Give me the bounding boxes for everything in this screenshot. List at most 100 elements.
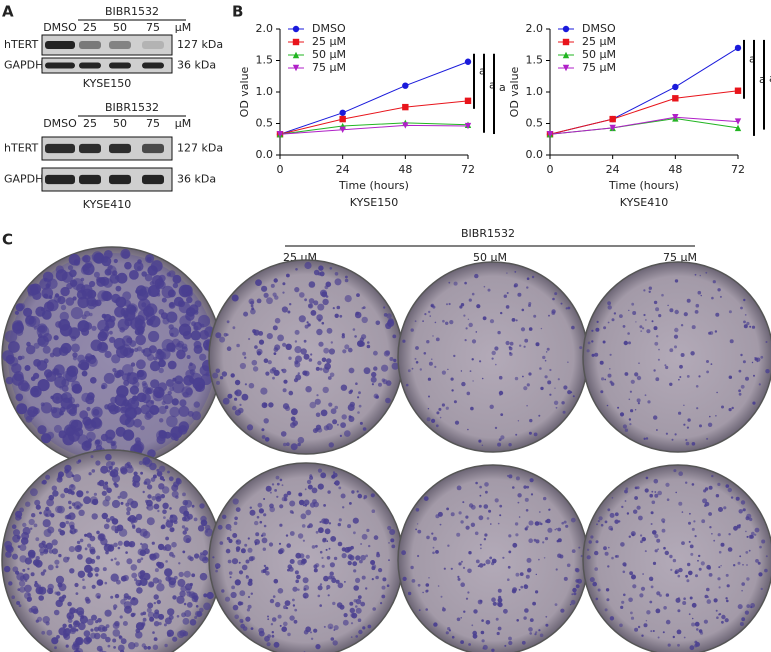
colony: [144, 273, 153, 282]
colony: [277, 614, 282, 619]
colony: [441, 370, 446, 375]
colony: [326, 584, 331, 590]
colony: [589, 577, 595, 583]
colony: [203, 593, 208, 598]
legend-label: 25 μM: [582, 35, 616, 48]
colony: [545, 615, 548, 618]
colony: [265, 485, 272, 492]
colony: [331, 475, 335, 479]
colony: [517, 493, 522, 498]
colony: [566, 563, 571, 568]
colony: [491, 562, 495, 566]
colony: [614, 555, 618, 558]
colony: [224, 596, 231, 602]
colony: [628, 535, 631, 538]
colony: [323, 575, 329, 582]
colony: [271, 483, 275, 486]
band: [109, 174, 131, 185]
colony: [296, 574, 301, 580]
colony: [530, 493, 534, 496]
colony: [691, 442, 696, 446]
colony: [519, 344, 522, 347]
colony: [219, 336, 226, 343]
colony: [468, 322, 473, 328]
colony: [302, 539, 305, 542]
colony: [434, 365, 437, 368]
colony: [289, 531, 295, 536]
colony: [435, 424, 439, 428]
colony: [450, 567, 453, 570]
colony: [251, 307, 255, 311]
colony: [131, 516, 138, 524]
colony: [358, 629, 363, 635]
colony: [111, 499, 121, 509]
colony: [66, 282, 73, 290]
colony: [15, 514, 22, 521]
colony: [479, 494, 482, 497]
panel-label: B: [232, 3, 243, 21]
colony: [712, 280, 716, 284]
colony: [751, 361, 754, 364]
colony: [113, 258, 118, 264]
colony: [508, 636, 512, 641]
colony: [366, 344, 371, 349]
colony: [673, 469, 677, 473]
colony: [206, 591, 214, 600]
colony: [442, 319, 445, 323]
colony: [604, 608, 608, 612]
colony: [676, 629, 682, 635]
colony: [115, 285, 122, 292]
colony: [50, 406, 58, 414]
colony: [137, 309, 150, 321]
colony: [570, 599, 576, 605]
colony: [141, 381, 147, 386]
colony: [169, 507, 172, 510]
colony: [105, 624, 110, 628]
colony: [520, 327, 526, 332]
colony: [609, 380, 613, 384]
colony: [323, 347, 330, 354]
colony: [62, 370, 74, 381]
colony: [158, 622, 162, 626]
colony: [91, 325, 97, 331]
colony: [172, 381, 185, 394]
colony: [723, 506, 727, 510]
colony: [60, 286, 70, 297]
colony: [349, 502, 352, 505]
colony: [370, 493, 375, 498]
lane-label: 50: [113, 21, 127, 34]
colony: [60, 493, 65, 499]
band-label: hTERT: [4, 142, 38, 155]
marker: [276, 131, 284, 138]
colony: [435, 550, 439, 554]
colony: [471, 339, 477, 344]
colony: [741, 589, 743, 592]
colony: [254, 520, 259, 526]
colony: [321, 556, 324, 560]
colony: [529, 632, 532, 635]
colony: [153, 601, 156, 605]
colony: [424, 313, 427, 316]
colony: [82, 578, 85, 581]
colony: [505, 340, 510, 346]
colony: [234, 579, 241, 586]
colony: [96, 277, 106, 287]
blot-strip: [41, 167, 173, 192]
colony: [246, 608, 250, 612]
colony: [387, 318, 394, 325]
y-tick-label: 0.0: [526, 148, 544, 161]
colony: [567, 306, 571, 310]
colony: [357, 493, 363, 499]
colonies: [402, 271, 583, 447]
colony: [745, 376, 749, 381]
colony: [446, 507, 449, 511]
colony: [391, 362, 399, 370]
colony: [460, 560, 463, 563]
colony: [86, 637, 92, 643]
colony: [725, 597, 728, 600]
colony: [486, 517, 490, 520]
band: [142, 174, 164, 185]
colony: [166, 415, 178, 428]
colony: [5, 376, 14, 385]
colony: [58, 596, 65, 603]
